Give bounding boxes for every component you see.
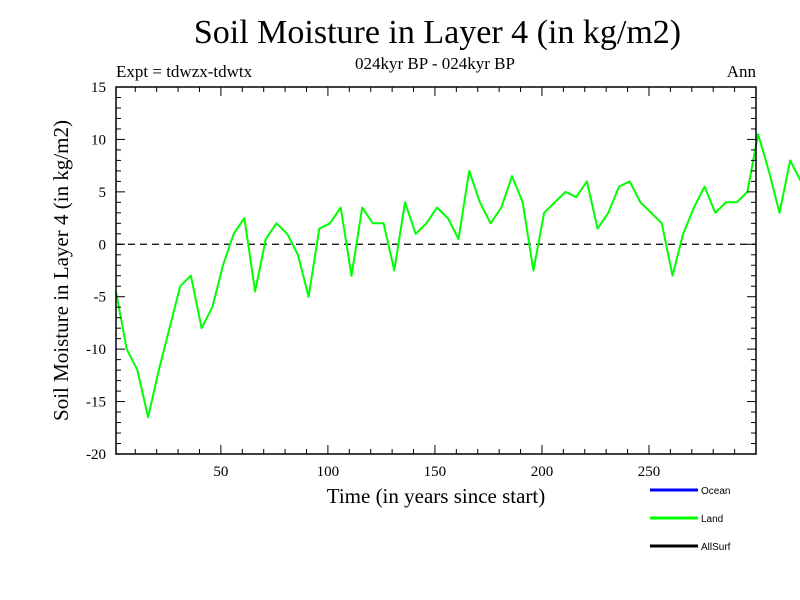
legend-label-land: Land [701,514,723,525]
chart-subtitle: 024kyr BP - 024kyr BP [355,54,515,73]
chart-title: Soil Moisture in Layer 4 (in kg/m2) [193,14,682,51]
y-tick-label: 10 [91,132,106,148]
y-tick-label: -20 [86,447,106,463]
series-line-land [115,133,800,419]
y-tick-label: -15 [86,395,106,411]
legend-label-allsurf: AllSurf [701,542,731,553]
y-tick-label: -10 [86,342,106,358]
y-tick-label: 15 [91,80,106,96]
x-tick-label: 50 [213,464,228,480]
experiment-label: Expt = tdwzx-tdwtx [116,62,253,81]
x-tick-label: 150 [424,464,447,480]
y-tick-label: -5 [94,290,107,306]
legend-label-ocean: Ocean [701,486,730,497]
legend: Ocean Land AllSurf [650,486,731,553]
plot-frame [115,86,757,455]
y-tick-label: 0 [99,237,107,253]
y-axis-label: Soil Moisture in Layer 4 (in kg/m2) [49,120,73,421]
x-tick-label: 100 [317,464,340,480]
x-tick-label: 250 [638,464,661,480]
x-axis-label: Time (in years since start) [327,484,546,508]
series-layer [115,133,800,419]
y-tick-label: 5 [99,185,107,201]
season-label: Ann [726,62,756,81]
x-tick-label: 200 [531,464,554,480]
